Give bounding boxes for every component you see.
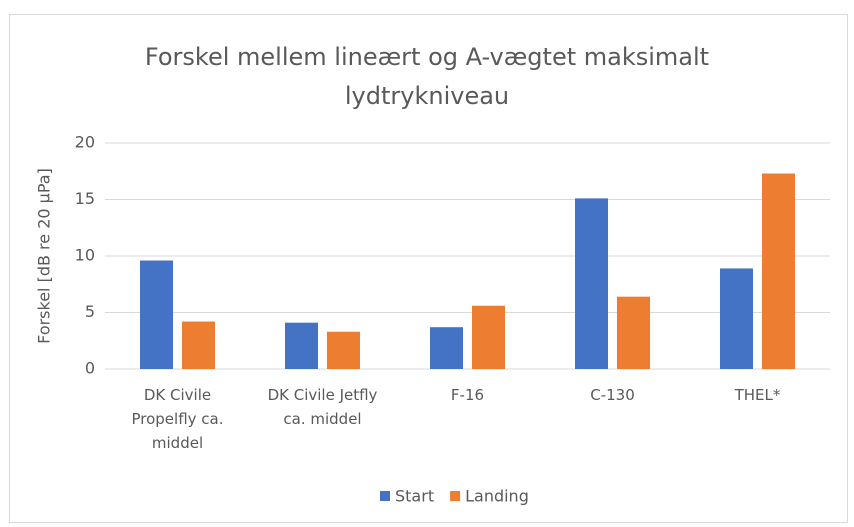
bar bbox=[182, 321, 215, 369]
bar bbox=[617, 296, 650, 369]
y-tick-label: 5 bbox=[85, 302, 95, 321]
chart-border bbox=[9, 14, 848, 523]
y-tick-label: 15 bbox=[75, 189, 95, 208]
bar bbox=[575, 198, 608, 369]
y-axis-label: Forskel [dB re 20 µPa] bbox=[35, 168, 54, 344]
bar bbox=[472, 305, 505, 369]
bar bbox=[762, 173, 795, 369]
bar bbox=[430, 327, 463, 369]
legend-label: Start bbox=[395, 487, 434, 506]
legend-swatch bbox=[450, 491, 461, 501]
y-tick-label: 20 bbox=[75, 133, 95, 152]
chart-title: Forskel mellem lineært og A-vægtet maksi… bbox=[144, 43, 710, 110]
bar bbox=[140, 260, 173, 369]
legend-label: Landing bbox=[465, 487, 529, 506]
x-tick-label: C-130 bbox=[590, 386, 635, 404]
x-tick-label: F-16 bbox=[450, 386, 485, 404]
x-tick-label: DK Civile Propelfly ca. middel bbox=[131, 386, 224, 452]
legend-swatch bbox=[380, 491, 390, 501]
x-tick-label: DK Civile Jetfly ca. middel bbox=[267, 386, 378, 428]
y-tick-label: 10 bbox=[75, 246, 95, 265]
bar bbox=[285, 322, 318, 369]
x-tick-label: THEL* bbox=[734, 386, 781, 404]
y-tick-label: 0 bbox=[85, 359, 95, 378]
bar bbox=[720, 268, 753, 369]
bar bbox=[327, 331, 360, 369]
